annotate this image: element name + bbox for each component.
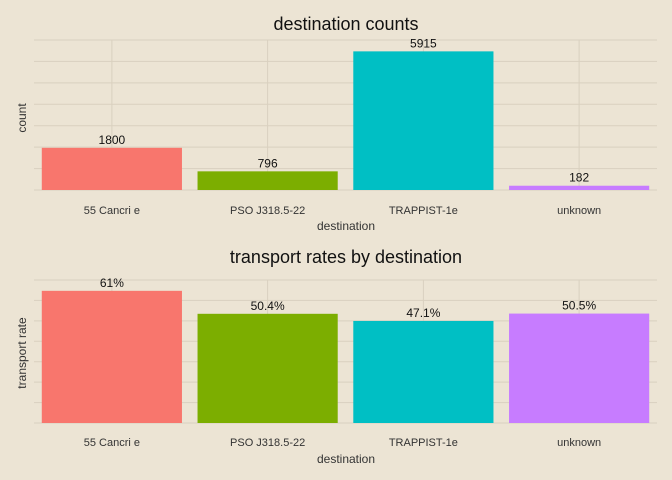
x-axis-label: destination bbox=[317, 452, 375, 466]
x-tick-label: unknown bbox=[557, 437, 601, 449]
x-tick-label: TRAPPIST-1e bbox=[389, 437, 458, 449]
y-axis-label: transport rate bbox=[15, 317, 29, 389]
data-label: 50.4% bbox=[251, 299, 285, 313]
bar bbox=[197, 171, 338, 190]
data-label: 796 bbox=[258, 156, 278, 170]
bars bbox=[41, 51, 650, 190]
y-axis-label: count bbox=[15, 103, 29, 133]
data-labels: 1800 796 5915 182 bbox=[99, 36, 590, 184]
transport-rates-panel: transport rates by destination destinati… bbox=[15, 247, 657, 466]
destination-counts-panel: destination counts destination count 180… bbox=[15, 14, 657, 233]
x-tick-label: unknown bbox=[557, 205, 601, 217]
bar bbox=[353, 320, 494, 423]
bar bbox=[509, 313, 650, 423]
x-tick-labels: 55 Cancri e PSO J318.5-22 TRAPPIST-1e unkno… bbox=[84, 205, 601, 217]
data-labels: 61% 50.4% 47.1% 50.5% bbox=[100, 276, 597, 320]
data-label: 47.1% bbox=[406, 306, 440, 320]
data-label: 1800 bbox=[99, 133, 126, 147]
data-label: 61% bbox=[100, 276, 124, 290]
x-tick-label: PSO J318.5-22 bbox=[230, 205, 305, 217]
x-tick-label: 55 Cancri e bbox=[84, 437, 140, 449]
chart-title: transport rates by destination bbox=[230, 247, 462, 267]
x-tick-labels: 55 Cancri e PSO J318.5-22 TRAPPIST-1e unkno… bbox=[84, 437, 601, 449]
bar bbox=[197, 313, 338, 423]
bar bbox=[41, 147, 182, 190]
bar bbox=[41, 290, 182, 423]
x-tick-label: PSO J318.5-22 bbox=[230, 437, 305, 449]
x-tick-label: TRAPPIST-1e bbox=[389, 205, 458, 217]
x-tick-label: 55 Cancri e bbox=[84, 205, 140, 217]
bar bbox=[509, 185, 650, 190]
data-label: 5915 bbox=[410, 36, 437, 50]
data-label: 182 bbox=[569, 171, 589, 185]
x-axis-label: destination bbox=[317, 219, 375, 233]
bars bbox=[41, 290, 650, 423]
data-label: 50.5% bbox=[562, 299, 596, 313]
chart-title: destination counts bbox=[273, 14, 418, 34]
bar bbox=[353, 51, 494, 190]
